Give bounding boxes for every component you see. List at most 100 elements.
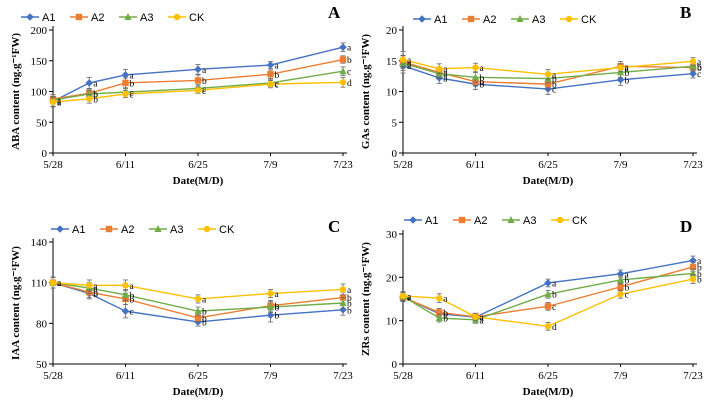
data-point-ck (544, 323, 552, 330)
y-tick-label: 10 (386, 87, 398, 99)
data-point-a1 (121, 71, 130, 79)
significance-letter: b (697, 64, 702, 74)
significance-letter: a (57, 98, 62, 108)
x-axis-title: Date(M/D) (523, 175, 574, 187)
panel-label: A (328, 3, 341, 22)
x-tick-label: 7/23 (683, 370, 703, 382)
data-point-a2 (544, 303, 552, 310)
y-tick-label: 80 (36, 318, 48, 330)
significance-letter: d (552, 323, 557, 333)
chart-panel-a: 0 50 100 150 200 5/28 6/11 6/25 7/9 7/23 Date(M/D)… (10, 3, 353, 187)
data-point-a2 (194, 314, 202, 322)
significance-letter: b (480, 74, 485, 84)
y-tick-label: 5 (392, 117, 398, 129)
significance-letter: b (697, 63, 702, 73)
significance-letter: b (552, 81, 557, 91)
y-tick-label: 20 (386, 25, 398, 37)
data-point-ck (49, 98, 57, 106)
data-point-a1 (689, 69, 697, 78)
x-axis-title: Date(M/D) (173, 175, 224, 187)
data-point-ck (436, 65, 443, 72)
data-point-a1 (339, 43, 347, 52)
data-point-ck (122, 90, 129, 98)
chart-panel-b: 0 5 10 15 20 5/28 6/11 6/25 7/9 7/23 Date(M/D) GAs … (360, 3, 703, 187)
significance-letter: b (443, 315, 448, 325)
data-point-a1 (121, 307, 130, 315)
x-tick-label: 7/9 (613, 370, 628, 382)
data-point-a1 (266, 311, 275, 319)
x-tick-label: 6/11 (116, 370, 135, 382)
data-point-ck (617, 64, 624, 71)
y-tick-label: 50 (36, 117, 48, 129)
significance-letter: b (93, 290, 98, 300)
y-tick-label: 50 (36, 359, 48, 371)
y-axis-title: GAs content (ng.g⁻¹FW) (360, 34, 372, 149)
data-point-a3 (121, 290, 130, 298)
significance-letter: b (625, 283, 630, 293)
series-line-ck (52, 81, 344, 103)
x-tick-label: 7/23 (333, 370, 353, 382)
data-point-a1 (689, 256, 697, 265)
panel-label: C (328, 217, 340, 236)
data-point-ck (617, 291, 624, 298)
legend-label-ck: CK (572, 215, 588, 227)
significance-letter: b (202, 77, 207, 87)
x-tick-label: 6/11 (116, 159, 135, 171)
legend-marker-ck (556, 216, 564, 224)
significance-letter: a (443, 74, 448, 84)
x-tick-label: 7/9 (263, 370, 278, 382)
y-axis-title: IAA content (ng.g⁻¹FW) (10, 246, 22, 360)
legend-label-a3: A3 (170, 224, 183, 236)
significance-letter: a (625, 64, 630, 74)
significance-letter: b (130, 291, 135, 301)
significance-letter: a (202, 66, 207, 76)
significance-letter: b (443, 309, 448, 319)
data-point-a1 (194, 65, 202, 74)
data-point-a1 (616, 76, 625, 84)
significance-letter: c (697, 70, 701, 80)
significance-letter: a (407, 58, 412, 68)
significance-letter: b (93, 90, 98, 100)
x-tick-label: 6/11 (466, 370, 485, 382)
legend-marker-a3 (124, 13, 132, 20)
x-tick-label: 5/28 (43, 159, 63, 171)
significance-letter: a (552, 71, 557, 81)
significance-letter: b (130, 79, 135, 89)
chart-panel-c: 50 80 110 140 5/28 6/11 6/25 7/9 7/23 Date(M/D) IA… (10, 217, 353, 398)
series-line-ck (402, 278, 694, 328)
series-line-a3 (52, 70, 344, 101)
significance-letter: a (93, 79, 98, 89)
x-tick-label: 7/23 (333, 159, 353, 171)
significance-letter: a (407, 294, 412, 304)
significance-letter: b (202, 314, 207, 324)
significance-letter: b (347, 56, 352, 66)
legend-label-a1: A1 (72, 224, 85, 236)
significance-letter: a (130, 282, 135, 292)
legend-marker-a3 (516, 15, 524, 22)
significance-letter: a (347, 286, 352, 296)
significance-letter: a (202, 295, 207, 305)
y-tick-label: 10 (386, 316, 398, 328)
significance-letter: a (697, 58, 702, 68)
significance-letter: b (347, 300, 352, 310)
significance-letter: c (130, 308, 134, 318)
significance-letter: a (625, 270, 630, 280)
significance-letter: a (443, 65, 448, 75)
y-tick-label: 110 (31, 278, 48, 290)
significance-letter: a (407, 56, 412, 66)
legend-marker-a1 (26, 13, 34, 21)
data-point-a1 (544, 279, 552, 287)
significance-letter: b (697, 276, 702, 286)
x-tick-label: 6/25 (538, 159, 558, 171)
y-tick-label: 15 (386, 56, 398, 68)
significance-letter: a (407, 293, 412, 303)
data-point-a1 (616, 270, 625, 278)
legend-label-ck: CK (189, 12, 205, 24)
legend-label-a2: A2 (91, 12, 104, 24)
data-point-a3 (85, 89, 93, 97)
data-point-a3 (471, 73, 480, 81)
data-point-a3 (339, 67, 347, 75)
series-line-a2 (402, 266, 694, 318)
x-tick-label: 7/23 (683, 159, 703, 171)
